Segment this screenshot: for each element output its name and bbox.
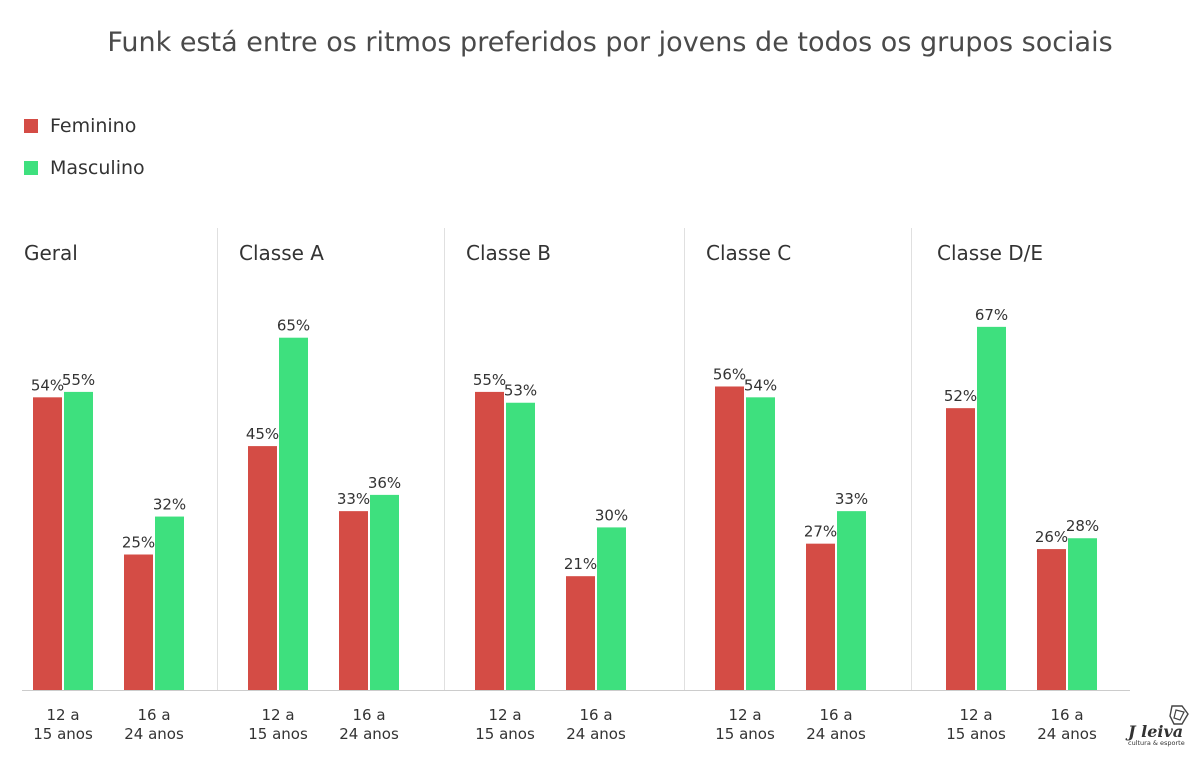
data-label-1-1-2: 55% <box>62 371 95 389</box>
data-label-3-2-2: 30% <box>595 506 628 524</box>
tick-label-2-1-line1: 12 a <box>261 706 294 724</box>
tick-label-1-1-line2: 15 anos <box>33 725 93 743</box>
tick-label-5-2-line1: 16 a <box>1050 706 1083 724</box>
bar-2-1-feminino <box>248 446 277 690</box>
data-label-4-2-1: 27% <box>804 523 837 541</box>
bar-1-2-masculino <box>155 516 184 690</box>
legend-swatch-feminino <box>24 119 38 133</box>
leiva-logo-icon <box>1169 705 1189 725</box>
data-label-1-2-1: 25% <box>122 534 155 552</box>
tick-label-4-1-line2: 15 anos <box>715 725 775 743</box>
bar-3-2-masculino <box>597 527 626 690</box>
legend-item-masculino: Masculino <box>24 157 145 179</box>
bar-3-2-feminino <box>566 576 595 690</box>
bar-5-1-masculino <box>977 326 1006 690</box>
bar-4-2-masculino <box>837 511 866 690</box>
data-label-4-1-1: 56% <box>713 365 746 383</box>
data-label-5-1-2: 67% <box>975 306 1008 324</box>
bar-4-2-feminino <box>806 543 835 690</box>
bar-2-1-masculino <box>279 337 308 690</box>
panel-label-3: Classe B <box>466 241 551 265</box>
tick-label-5-1-line1: 12 a <box>959 706 992 724</box>
tick-label-5-1-line2: 15 anos <box>946 725 1006 743</box>
data-label-3-2-1: 21% <box>564 555 597 573</box>
leiva-logo: J leiva cultura & esporte <box>1124 704 1194 748</box>
panel-label-5: Classe D/E <box>937 241 1043 265</box>
tick-label-1-1-line1: 12 a <box>46 706 79 724</box>
tick-label-4-2-line2: 24 anos <box>806 725 866 743</box>
data-label-4-1-2: 54% <box>744 376 777 394</box>
bar-5-1-feminino <box>946 408 975 690</box>
bar-4-1-feminino <box>715 386 744 690</box>
data-label-1-2-2: 32% <box>153 496 186 514</box>
bar-2-2-masculino <box>370 494 399 690</box>
data-label-5-1-1: 52% <box>944 387 977 405</box>
data-label-2-1-2: 65% <box>277 317 310 335</box>
tick-label-1-2-line2: 24 anos <box>124 725 184 743</box>
data-label-3-1-2: 53% <box>504 382 537 400</box>
data-label-3-1-1: 55% <box>473 371 506 389</box>
tick-label-3-2-line2: 24 anos <box>566 725 626 743</box>
tick-label-3-1-line1: 12 a <box>488 706 521 724</box>
panel-label-4: Classe C <box>706 241 791 265</box>
bar-4-1-masculino <box>746 397 775 690</box>
tick-label-2-1-line2: 15 anos <box>248 725 308 743</box>
data-label-5-2-1: 26% <box>1035 528 1068 546</box>
panel-label-2: Classe A <box>239 241 324 265</box>
logo-tagline: cultura & esporte <box>1128 739 1185 747</box>
legend-label-masculino: Masculino <box>50 157 145 179</box>
bar-3-1-feminino <box>475 391 504 690</box>
tick-label-4-2-line1: 16 a <box>819 706 852 724</box>
bar-1-1-feminino <box>33 397 62 690</box>
bar-5-2-masculino <box>1068 538 1097 690</box>
legend-swatch-masculino <box>24 161 38 175</box>
tick-label-3-1-line2: 15 anos <box>475 725 535 743</box>
tick-label-3-2-line1: 16 a <box>579 706 612 724</box>
bar-5-2-feminino <box>1037 549 1066 690</box>
data-label-4-2-2: 33% <box>835 490 868 508</box>
legend-item-feminino: Feminino <box>24 115 136 137</box>
bar-1-1-masculino <box>64 391 93 690</box>
data-label-2-1-1: 45% <box>246 425 279 443</box>
data-label-2-2-1: 33% <box>337 490 370 508</box>
chart-title: Funk está entre os ritmos preferidos por… <box>107 27 1113 58</box>
legend-label-feminino: Feminino <box>50 115 137 137</box>
bar-1-2-feminino <box>124 554 153 690</box>
tick-label-2-2-line2: 24 anos <box>339 725 399 743</box>
tick-label-2-2-line1: 16 a <box>352 706 385 724</box>
logo-word: J leiva <box>1128 722 1184 741</box>
data-label-5-2-2: 28% <box>1066 517 1099 535</box>
data-label-1-1-1: 54% <box>31 376 64 394</box>
bar-3-1-masculino <box>506 402 535 690</box>
data-label-2-2-2: 36% <box>368 474 401 492</box>
panel-label-1: Geral <box>24 241 78 265</box>
tick-label-5-2-line2: 24 anos <box>1037 725 1097 743</box>
bar-2-2-feminino <box>339 511 368 690</box>
tick-label-4-1-line1: 12 a <box>728 706 761 724</box>
tick-label-1-2-line1: 16 a <box>137 706 170 724</box>
